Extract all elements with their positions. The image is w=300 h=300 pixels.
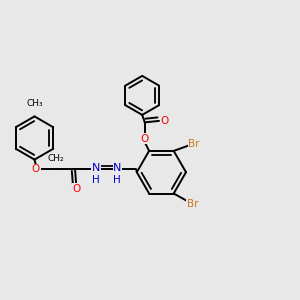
- Text: N: N: [92, 163, 100, 173]
- Text: O: O: [72, 184, 81, 194]
- Text: O: O: [160, 116, 169, 126]
- Text: O: O: [32, 164, 40, 174]
- Text: N: N: [113, 163, 122, 173]
- Text: CH₃: CH₃: [26, 99, 43, 108]
- Text: H: H: [92, 175, 100, 185]
- Text: Br: Br: [187, 199, 198, 209]
- Text: CH₂: CH₂: [47, 154, 64, 163]
- Text: Br: Br: [188, 139, 200, 149]
- Text: H: H: [113, 175, 121, 185]
- Text: O: O: [140, 134, 149, 144]
